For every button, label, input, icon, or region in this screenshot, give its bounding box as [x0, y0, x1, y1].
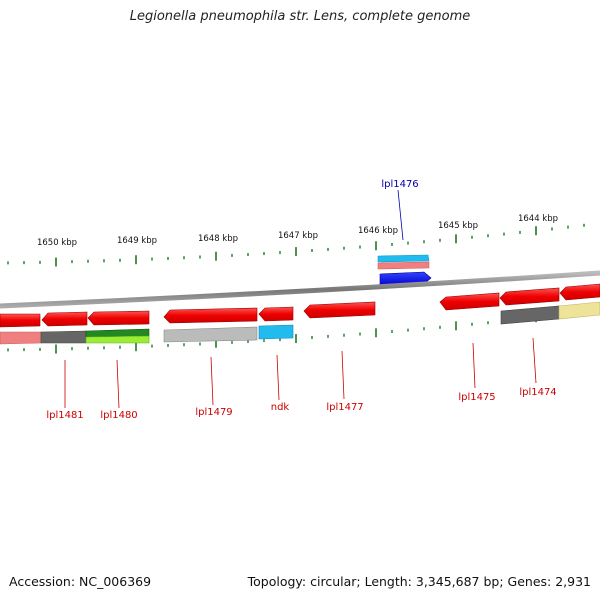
leader-ndk: [276, 354, 280, 401]
gene-label-lpl1475[interactable]: lpl1475: [458, 392, 495, 403]
cds-ndk[interactable]: [258, 306, 294, 322]
leader-lpl1477: [341, 350, 345, 400]
reverse-strand-cds: [0, 283, 600, 328]
cog-bar-pink: [0, 331, 42, 345]
kbp-label-1647: 1647 kbp: [278, 231, 318, 241]
gene-label-lpl1474[interactable]: lpl1474: [519, 387, 556, 398]
cds-lpl1474[interactable]: [499, 287, 560, 306]
cds-lpl1481-left[interactable]: [0, 313, 41, 328]
leader-lpl1475: [472, 342, 476, 389]
kbp-label-1648: 1648 kbp: [198, 234, 238, 244]
reverse-strand-cog: [0, 301, 600, 345]
cog-bar-cyan: [377, 254, 430, 263]
cds-lpl1481[interactable]: [41, 311, 88, 327]
leader-lpl1474: [532, 337, 537, 384]
outer-tick-row: [7, 223, 585, 267]
cog-bar-cyan: [258, 324, 294, 340]
gene-label-lpl1480[interactable]: lpl1480: [100, 410, 137, 421]
gene-label-lpl1481[interactable]: lpl1481: [46, 410, 83, 421]
kbp-label-1649: 1649 kbp: [117, 236, 157, 246]
leader-lpl1476: [397, 189, 404, 241]
gene-label-lpl1476[interactable]: lpl1476: [381, 179, 418, 190]
cog-bar-green-light: [85, 335, 150, 344]
cds-lpl1480[interactable]: [87, 310, 150, 326]
leader-lpl1479: [210, 356, 214, 406]
cog-bar-pink: [377, 261, 430, 270]
gene-label-lpl1479[interactable]: lpl1479: [195, 407, 232, 418]
kbp-label-1650: 1650 kbp: [37, 238, 77, 248]
cog-bar-gray-dark: [40, 330, 87, 344]
forward-strand: [377, 254, 432, 287]
kbp-label-1646: 1646 kbp: [358, 226, 398, 236]
cog-bar-gray-light: [163, 326, 258, 343]
map-title: Legionella pneumophila str. Lens, comple…: [129, 9, 471, 24]
gene-label-lpl1477[interactable]: lpl1477: [326, 402, 363, 413]
cds-next-right[interactable]: [559, 283, 600, 301]
cds-lpl1479[interactable]: [163, 307, 258, 324]
cds-lpl1477[interactable]: [303, 301, 376, 319]
leader-lines: [64, 189, 537, 409]
cog-bar-gray-dark: [500, 305, 560, 325]
gene-label-ndk[interactable]: ndk: [271, 402, 290, 413]
leader-lpl1480: [116, 359, 120, 409]
accession-text: Accession: NC_006369: [9, 574, 152, 589]
cog-bar-green-dark: [85, 328, 150, 338]
kbp-label-1645: 1645 kbp: [438, 221, 478, 231]
kbp-label-1644: 1644 kbp: [518, 214, 558, 224]
cog-bar-yellow: [558, 301, 600, 320]
genome-summary-text: Topology: circular; Length: 3,345,687 bp…: [247, 574, 591, 589]
cds-lpl1475[interactable]: [439, 292, 500, 311]
genome-backbone: [0, 270, 600, 309]
